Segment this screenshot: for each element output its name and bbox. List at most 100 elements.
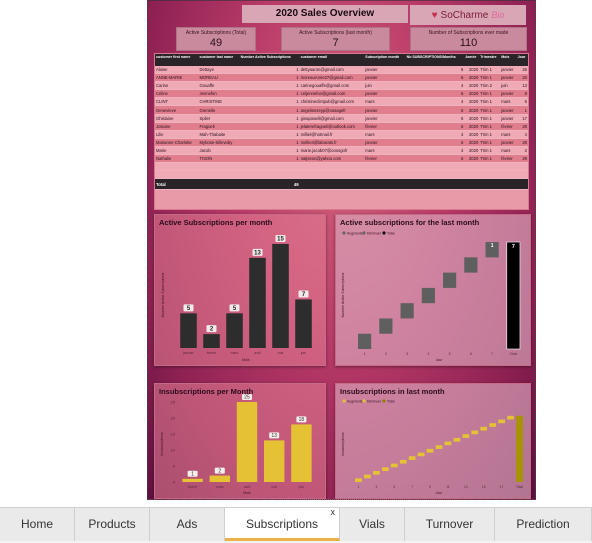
chart-panel-insubs-last-month[interactable]: Insubscriptions in last month Augmenter D…	[335, 383, 531, 499]
y-axis-label: Insubscriptions	[160, 432, 164, 456]
tab-prediction[interactable]: Prediction	[495, 508, 592, 541]
chart-panel-insubs-per-month[interactable]: Insubscriptions per Month 0 5 10 15 20 25 Insu…	[154, 383, 326, 499]
subscriptions-table[interactable]: customer first name customer last name Num…	[154, 53, 529, 210]
table-cell: Lilie	[155, 130, 199, 139]
table-cell: marie.jacob07@ooosgofr	[299, 146, 365, 156]
data-label: 1	[491, 243, 494, 249]
table-cell: juin	[364, 81, 406, 91]
table-cell: Trim 1	[479, 114, 501, 123]
tab-vials[interactable]: Vials	[340, 508, 405, 541]
table-cell: 1	[239, 114, 300, 123]
tab-home[interactable]: Home	[0, 508, 75, 541]
bar	[203, 334, 220, 348]
table-row[interactable]: Carine Gouaffe 1 carinegouaffe@gmail.com jui…	[155, 81, 528, 91]
column-header[interactable]: Nb SUBSCRIPTIONS/Months	[405, 54, 465, 66]
column-header[interactable]: customer email	[299, 54, 365, 66]
y-tick-label: 15	[171, 432, 176, 437]
total-cell: 49	[239, 178, 300, 191]
table-cell: 4	[516, 130, 528, 139]
table-cell: 1	[239, 81, 300, 91]
table-cell: milliel@hotmail.fr	[299, 130, 365, 139]
x-tick-label: mars	[216, 485, 224, 489]
table-cell: mellie4@laborats.fr	[299, 138, 365, 147]
table-cell: Ghislaine	[155, 114, 199, 123]
table-row[interactable]: Josiane Fragoeli 1 jelaterefragoeli@outlook…	[155, 122, 528, 131]
report-page: 2020 Sales Overview ♥ SoCharme Bio Active…	[147, 0, 536, 500]
x-tick-label: février	[188, 485, 199, 489]
table-cell	[479, 170, 501, 180]
x-tick-label: 3	[375, 485, 377, 489]
table-cell: 1	[239, 122, 300, 131]
table-cell: moreauAnne27@gmail.com	[299, 73, 365, 83]
column-header[interactable]: Mois	[500, 54, 517, 66]
table-cell: janvier	[500, 66, 517, 75]
legend-marker	[382, 399, 386, 403]
waterfall-bar	[507, 415, 514, 420]
x-tick-label: Total	[516, 485, 523, 489]
table-row[interactable]: Marianne-Charlotte Mybose-Sillevoby 1 melli…	[155, 138, 528, 147]
total-cell	[405, 178, 465, 191]
table-cell: 2020	[464, 66, 480, 75]
data-label-bg	[214, 467, 225, 474]
table-cell: 4	[405, 130, 465, 139]
column-header[interactable]: customer first name	[155, 54, 199, 66]
table-row[interactable]: Lilie Mah-Thabaite 1 milliel@hotmail.fr mars…	[155, 130, 528, 139]
data-label: 5	[233, 306, 237, 312]
table-row[interactable]: Nathalie TISON 1 natjseon@yahoo.com février 6…	[155, 154, 528, 164]
x-axis-label: Jour	[436, 358, 444, 362]
legend-marker	[342, 399, 346, 403]
column-header[interactable]: Number Active Subscriptions	[239, 54, 300, 66]
chart-panel-active-last-month[interactable]: Active subscriptions for the last month …	[335, 214, 531, 366]
tab-turnover[interactable]: Turnover	[405, 508, 495, 541]
table-cell: ANNE-MARIE	[155, 73, 199, 83]
table-cell: 1	[239, 89, 300, 99]
tab-products[interactable]: Products	[75, 508, 150, 541]
column-header[interactable]: Année	[464, 54, 480, 66]
chart-active-per-month: Number Active Subscriptions 5 janvier 2 févr…	[161, 234, 312, 362]
waterfall-bar	[471, 430, 479, 435]
bar	[209, 475, 230, 482]
y-tick-label: 5	[173, 464, 176, 469]
table-cell	[500, 162, 517, 172]
tab-ads[interactable]: Ads	[150, 508, 225, 541]
table-cell: 2020	[464, 114, 480, 123]
table-row[interactable]: Marie Jacob 1 marie.jacob07@ooosgofr mars 4 20…	[155, 146, 528, 156]
table-row[interactable]: Aloise Dettaye 1 dettyaaron@gmail.com janvie…	[155, 66, 528, 75]
column-header[interactable]: customer last name	[198, 54, 240, 66]
column-header[interactable]: Jour	[516, 54, 528, 66]
table-cell: 28	[516, 138, 528, 147]
table-cell	[464, 162, 480, 172]
table-row[interactable]: Genevieve Grenelle 1 angelinezeyp@oosagefr j…	[155, 105, 528, 115]
waterfall-bar	[443, 272, 457, 288]
data-label: 2	[210, 327, 214, 333]
table-cell: 2	[516, 146, 528, 156]
table-cell: Aloise	[155, 66, 199, 75]
table-cell	[198, 170, 240, 180]
table-row[interactable]: CLINT CHRISTINE 1 christineclintpub@gmail.c…	[155, 97, 528, 107]
column-header[interactable]: Trimestre	[479, 54, 501, 66]
table-row[interactable]: Celine Jennefon 1 celjennefon@gmail.com janv…	[155, 89, 528, 99]
waterfall-bar	[355, 478, 362, 482]
table-row[interactable]: ANNE-MARIE MOREAU 1 moreauAnne27@gmail.com j…	[155, 73, 528, 83]
table-cell: Trim 1	[479, 73, 501, 83]
table-row[interactable]: Ghislaine Spiler 1 ginapowell@gmail.com janv…	[155, 114, 528, 123]
table-cell: Carine	[155, 81, 199, 91]
y-tick-label: 25	[171, 400, 176, 405]
table-cell: 1	[516, 105, 528, 115]
column-header[interactable]: Subscription month	[364, 54, 406, 66]
data-label-bg	[242, 394, 252, 400]
kpi-value: 110	[459, 37, 478, 49]
chart-title: Insubscriptions per Month	[159, 387, 254, 396]
table-cell: Nathalie	[155, 154, 199, 164]
x-tick-label: 9	[429, 485, 431, 489]
x-axis-label: Mois	[243, 491, 251, 495]
chart-panel-active-per-month[interactable]: Active Subscriptions per month Number Ac…	[154, 214, 326, 366]
x-tick-label: 1	[358, 485, 360, 489]
table-cell	[405, 162, 465, 172]
x-tick-label: janvier	[182, 351, 194, 355]
tab-label: Home	[20, 517, 53, 531]
close-icon[interactable]: x	[330, 507, 336, 517]
tab-subscriptions[interactable]: Subscriptions x	[225, 507, 340, 541]
waterfall-bar	[464, 257, 478, 273]
